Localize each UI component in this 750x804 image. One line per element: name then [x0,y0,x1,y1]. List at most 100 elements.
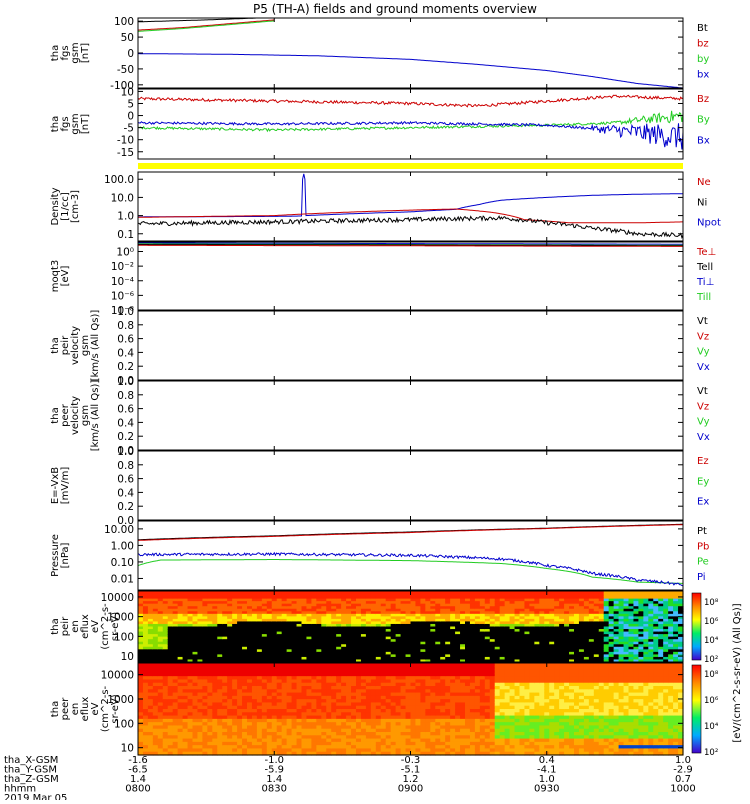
legend-entry-Bz: Bz [697,94,709,105]
legend-entry-bz: bz [697,39,709,50]
legend-entry-bx: bx [697,70,709,81]
data-quality-bar [138,163,683,169]
legend-entry-Tell: Tell [696,262,713,273]
legend-entry-Ne: Ne [697,177,711,188]
y-tick-label: 0 [127,111,134,123]
colorbar [692,593,701,660]
y-tick-label: 0.8 [117,460,134,472]
y-tick-label: -10 [117,135,134,147]
y-tick-label: 100.0 [104,174,134,186]
legend-entry-Ey: Ey [697,476,709,487]
series-line-Pe [138,560,683,584]
y-tick-label: -5 [124,123,134,135]
y-tick-label: 10 [121,86,134,98]
y-tick-label: 0.2 [117,431,134,443]
y-tick-label: 1.0 [117,446,134,458]
y-axis-label-line: [nT] [80,43,91,63]
legend-entry-Ni: Ni [697,197,707,208]
panel-density: 100.010.01.00.1Density[1/cc][cm-3]NeNiNp… [50,172,721,241]
panel-frame [138,521,683,590]
y-tick-label: 100 [114,16,134,28]
y-tick-label: 1.0 [117,376,134,388]
y-tick-label: 1.00 [111,540,134,552]
y-axis-label-line: sr-eV) [110,612,121,641]
y-tick-label: 0.10 [111,557,134,569]
y-tick-label: 10.0 [111,192,134,204]
legend-entry-Ti⊥: Ti⊥ [696,277,714,288]
y-tick-label: 10⁻² [111,261,134,273]
colorbar-label: [eV/(cm^2-s-sr-eV) (All Qs)] [732,603,743,742]
y-tick-label: 0.6 [117,404,134,416]
y-tick-label: 0.2 [117,501,134,513]
legend-entry-Vx: Vx [697,432,710,443]
y-tick-label: 0 [127,48,134,60]
y-tick-label: 5 [127,98,134,110]
y-tick-label: 0.2 [117,361,134,373]
y-tick-label: 1.0 [117,306,134,318]
panel-frame [138,381,683,450]
legend-entry-Vz: Vz [697,401,709,412]
y-tick-label: 1.0 [117,211,134,223]
legend-entry-Vz: Vz [697,331,709,342]
y-tick-label: 50 [121,32,134,44]
y-tick-label: 10000 [101,592,134,604]
legend-entry-Bt: Bt [697,23,708,34]
colorbar-tick-label: 10² [704,655,718,665]
legend-entry-Npot: Npot [697,218,721,229]
y-axis-label-line: [km/s (All Qs)] [90,310,101,382]
y-tick-label: 0.4 [117,487,134,499]
series-line-Pi [138,553,683,586]
series-line-Bz [138,95,683,107]
y-axis-label-line: [km/s (All Qs)] [90,380,101,452]
series-line-by [138,21,274,32]
y-axis-label-line: [nT] [80,114,91,134]
y-tick-label: 10⁻⁴ [111,276,134,288]
y-tick-label: 0.8 [117,390,134,402]
colorbar-tick-label: 10⁸ [704,598,719,608]
y-axis-label-line: [nPa] [60,542,71,568]
legend-entry-Vt: Vt [697,316,708,327]
y-tick-label: 0.4 [117,417,134,429]
legend-entry-Till: Till [696,292,711,303]
y-tick-label: -50 [117,64,134,76]
panel-temperature: 10⁰10⁻²10⁻⁴10⁻⁶10⁻⁸moqt3[eV]Te⊥TellTi⊥Ti… [50,242,716,317]
legend-entry-Pt: Pt [697,526,707,537]
y-tick-label: 0.6 [117,334,134,346]
panel-frame [138,311,683,380]
legend-entry-Pi: Pi [697,572,706,583]
panel-frame [138,451,683,520]
y-axis-label-line: [eV] [60,266,71,287]
y-tick-label: -15 [117,147,134,159]
y-tick-label: 10.00 [104,524,134,536]
y-axis-label-line: [mV/m] [60,467,71,505]
y-tick-label: 0.8 [117,320,134,332]
y-tick-label: 0.01 [111,573,134,585]
series-line-Ni [138,216,683,237]
series-line-Pb [138,525,683,541]
series-line-bx [138,54,683,88]
legend-entry-Pe: Pe [697,557,709,568]
y-tick-label: 10 [121,651,134,663]
legend-entry-Vy: Vy [697,417,710,428]
legend-entry-Vy: Vy [697,347,710,358]
spectrogram-cells [138,663,684,756]
panel-frame [138,242,683,310]
legend-entry-by: by [697,54,709,65]
colorbar-tick-label: 10⁴ [704,636,719,646]
y-tick-label: 10⁰ [116,247,134,259]
y-axis-label-line: [cm-3] [70,190,81,223]
y-tick-label: 0.1 [117,229,134,241]
legend-entry-Te⊥: Te⊥ [696,247,716,258]
legend-entry-Vt: Vt [697,386,708,397]
colorbar-tick-label: 10⁶ [704,617,719,627]
legend-entry-Pb: Pb [697,541,709,552]
series-line-Bx [138,122,683,150]
